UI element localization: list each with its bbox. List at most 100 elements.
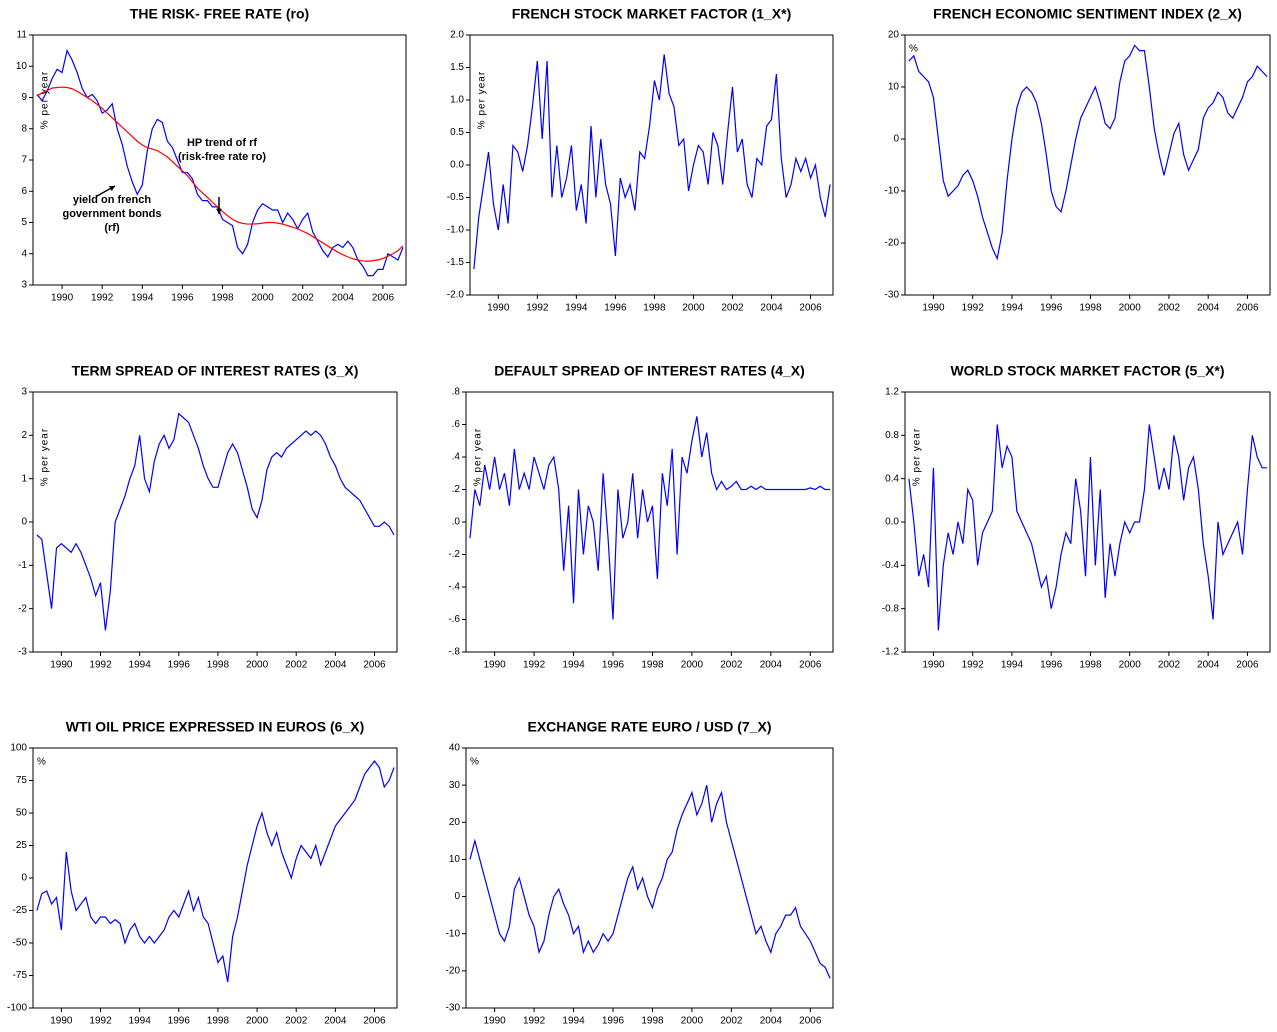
x-tick-label: 1990 bbox=[487, 303, 510, 314]
x-tick-label: 2002 bbox=[720, 660, 743, 671]
x-tick-label: 1992 bbox=[89, 1016, 112, 1027]
y-tick-label: .2 bbox=[452, 484, 461, 495]
x-tick-label: 1990 bbox=[922, 660, 945, 671]
chart-title: TERM SPREAD OF INTEREST RATES (3_X) bbox=[72, 363, 359, 379]
x-tick-label: 2004 bbox=[1197, 660, 1220, 671]
y-tick-label: 1.0 bbox=[450, 95, 464, 106]
x-tick-label: 2004 bbox=[324, 1016, 347, 1027]
y-tick-label: 100 bbox=[10, 743, 27, 754]
y-tick-label: 2.0 bbox=[450, 30, 464, 41]
y-tick-label: 75 bbox=[16, 775, 28, 786]
y-tick-label: -100 bbox=[7, 1003, 27, 1014]
x-tick-label: 2004 bbox=[760, 303, 783, 314]
y-tick-label: .6 bbox=[452, 419, 461, 430]
x-tick-label: 2002 bbox=[1158, 660, 1181, 671]
y-tick-label: 0.0 bbox=[885, 517, 899, 528]
y-tick-label: 0.5 bbox=[450, 127, 464, 138]
x-tick-label: 2004 bbox=[324, 660, 347, 671]
y-tick-label: 3 bbox=[21, 280, 27, 291]
y-tick-label: -0.4 bbox=[882, 560, 900, 571]
x-tick-label: 1998 bbox=[1079, 303, 1102, 314]
y-tick-label: 3 bbox=[21, 387, 27, 398]
x-tick-label: 1996 bbox=[168, 1016, 191, 1027]
plot-frame bbox=[32, 747, 398, 1009]
x-tick-label: 1998 bbox=[207, 660, 230, 671]
x-tick-label: 2006 bbox=[1236, 303, 1259, 314]
x-tick-label: 2006 bbox=[363, 660, 386, 671]
y-axis-label: % per year bbox=[473, 428, 484, 486]
y-tick-label: -20 bbox=[446, 965, 461, 976]
y-tick-label: 5 bbox=[21, 217, 27, 228]
x-tick-label: 1994 bbox=[131, 293, 154, 304]
data-line bbox=[469, 416, 831, 620]
y-tick-label: 30 bbox=[449, 780, 461, 791]
x-tick-label: 1990 bbox=[51, 293, 74, 304]
x-tick-label: 2004 bbox=[760, 1016, 783, 1027]
chart-title: FRENCH ECONOMIC SENTIMENT INDEX (2_X) bbox=[933, 6, 1242, 22]
y-tick-label: 6 bbox=[21, 186, 27, 197]
x-tick-label: 1994 bbox=[562, 660, 585, 671]
y-axis-label: % per year bbox=[477, 71, 488, 129]
y-tick-label: 50 bbox=[16, 808, 28, 819]
y-tick-label: -3 bbox=[18, 647, 27, 658]
x-tick-label: 1990 bbox=[50, 1016, 73, 1027]
y-tick-label: -.8 bbox=[448, 647, 460, 658]
annotation: (risk-free rate ro) bbox=[178, 151, 266, 163]
x-tick-label: 2000 bbox=[251, 293, 274, 304]
x-tick-label: 1992 bbox=[89, 660, 112, 671]
x-tick-label: 1998 bbox=[207, 1016, 230, 1027]
x-tick-label: 1994 bbox=[1001, 303, 1024, 314]
y-tick-label: .4 bbox=[452, 452, 461, 463]
x-tick-label: 2006 bbox=[363, 1016, 386, 1027]
y-tick-label: .8 bbox=[452, 387, 461, 398]
x-tick-label: 2000 bbox=[682, 303, 705, 314]
plot-frame bbox=[904, 34, 1271, 296]
y-tick-label: 25 bbox=[16, 840, 28, 851]
x-tick-label: 1992 bbox=[526, 303, 549, 314]
plot-frame bbox=[32, 391, 398, 653]
y-tick-label: 2 bbox=[21, 430, 27, 441]
y-axis-label: % bbox=[470, 757, 479, 768]
y-axis-label: % per year bbox=[40, 428, 51, 486]
y-tick-label: 1 bbox=[21, 473, 27, 484]
y-axis-label: % bbox=[37, 757, 46, 768]
y-tick-label: -.6 bbox=[448, 614, 460, 625]
x-tick-label: 1992 bbox=[962, 303, 985, 314]
x-tick-label: 2000 bbox=[1119, 303, 1142, 314]
y-tick-label: -2.0 bbox=[447, 290, 465, 301]
y-tick-label: 1.5 bbox=[450, 62, 464, 73]
y-tick-label: 1.2 bbox=[885, 387, 899, 398]
x-tick-label: 1990 bbox=[50, 660, 73, 671]
y-tick-label: 0 bbox=[454, 891, 460, 902]
x-tick-label: 1994 bbox=[562, 1016, 585, 1027]
y-tick-label: -0.8 bbox=[882, 603, 900, 614]
annotation: government bonds bbox=[62, 208, 161, 220]
x-tick-label: 2000 bbox=[681, 1016, 704, 1027]
data-line bbox=[908, 44, 1268, 261]
y-tick-label: 0.8 bbox=[885, 430, 899, 441]
x-tick-label: 1998 bbox=[641, 1016, 664, 1027]
arrow-head bbox=[216, 208, 222, 214]
data-line bbox=[908, 424, 1268, 631]
x-tick-label: 1990 bbox=[483, 1016, 506, 1027]
x-tick-label: 2002 bbox=[721, 303, 744, 314]
y-tick-label: -10 bbox=[446, 928, 461, 939]
x-tick-label: 1996 bbox=[171, 293, 194, 304]
y-tick-label: -20 bbox=[885, 238, 900, 249]
x-tick-label: 2006 bbox=[1236, 660, 1259, 671]
y-tick-label: 40 bbox=[449, 743, 461, 754]
y-tick-label: -10 bbox=[885, 186, 900, 197]
x-tick-label: 1998 bbox=[211, 293, 234, 304]
x-tick-label: 2004 bbox=[1197, 303, 1220, 314]
y-tick-label: 10 bbox=[449, 854, 461, 865]
x-tick-label: 2006 bbox=[799, 303, 822, 314]
y-tick-label: -75 bbox=[13, 970, 28, 981]
y-tick-label: -1 bbox=[18, 560, 27, 571]
x-tick-label: 1996 bbox=[1040, 303, 1063, 314]
x-tick-label: 1994 bbox=[129, 1016, 152, 1027]
x-tick-label: 1996 bbox=[602, 1016, 625, 1027]
plot-frame bbox=[465, 747, 834, 1009]
data-line bbox=[473, 54, 831, 270]
x-tick-label: 1996 bbox=[604, 303, 627, 314]
